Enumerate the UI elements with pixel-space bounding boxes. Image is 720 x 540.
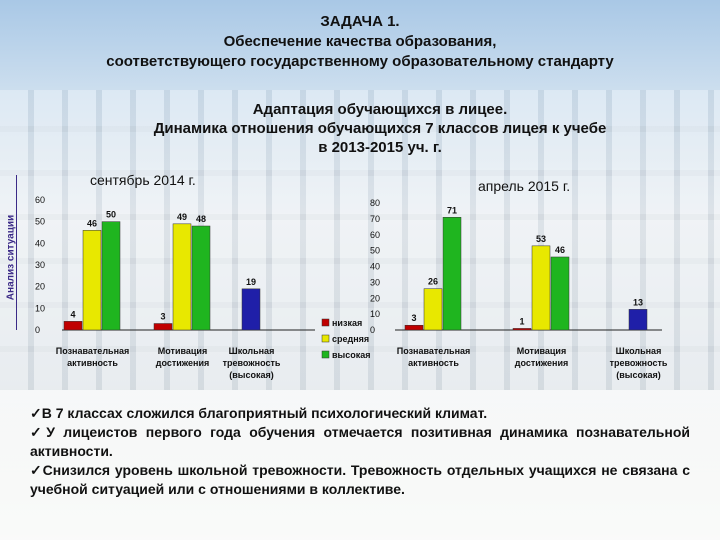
x-category-label: достижения: [515, 358, 569, 368]
bar-data-label: 3: [160, 312, 165, 322]
bar-data-label: 50: [106, 210, 116, 220]
legend-label: высокая: [332, 350, 370, 360]
subtitle-line-3: в 2013-2015 уч. г.: [318, 139, 442, 156]
y-tick-label: 10: [370, 309, 380, 319]
bar-высокая: [550, 256, 570, 331]
x-category-label: активность: [67, 358, 118, 368]
y-tick-label: 20: [35, 282, 45, 292]
bar-data-label: 46: [555, 245, 565, 255]
page-subtitle: Адаптация обучающихся в лицее. Динамика …: [60, 100, 700, 157]
bar-низкая: [404, 324, 424, 331]
x-category-label: достижения: [156, 358, 210, 368]
title-line-3: соответствующего государственному образо…: [106, 53, 614, 70]
y-tick-label: 40: [35, 238, 45, 248]
bar-низкая: [153, 323, 173, 331]
bar-data-label: 1: [519, 316, 524, 326]
conclusion-1: ✓В 7 классах сложился благоприятный псих…: [30, 405, 488, 421]
x-category-label: (высокая): [616, 370, 660, 380]
bar-data-label: 26: [428, 277, 438, 287]
y-tick-label: 70: [370, 214, 380, 224]
conclusion-3: ✓Снизился уровень школьной тревожности. …: [30, 462, 690, 497]
x-category-label: Школьная: [616, 346, 662, 356]
bar-средняя: [172, 223, 192, 331]
subtitle-line-2: Динамика отношения обучающихся 7 классов…: [153, 120, 607, 137]
legend-label: средняя: [332, 334, 369, 344]
x-category-label: Мотивация: [158, 346, 207, 356]
y-tick-label: 40: [370, 262, 380, 272]
y-tick-label: 0: [35, 325, 40, 335]
y-tick-label: 30: [35, 260, 45, 270]
bar-низкая: [63, 321, 83, 331]
bar-data-label: 13: [633, 297, 643, 307]
bar-средняя: [82, 230, 102, 331]
conclusion-2: ✓У лицеистов первого года обучения отмеч…: [30, 424, 690, 459]
bar-value: [241, 288, 261, 331]
bar-высокая: [101, 221, 121, 331]
x-category-label: Познавательная: [397, 346, 471, 356]
legend-swatch: [321, 350, 330, 359]
bar-средняя: [423, 288, 443, 331]
bar-data-label: 49: [177, 212, 187, 222]
bar-data-label: 4: [70, 309, 75, 319]
y-tick-label: 50: [370, 246, 380, 256]
subtitle-line-1: Адаптация обучающихся в лицее.: [252, 101, 508, 118]
x-category-label: тревожность: [223, 358, 281, 368]
title-line-1: ЗАДАЧА 1.: [320, 13, 400, 30]
bar-низкая: [512, 328, 532, 331]
x-category-label: Школьная: [229, 346, 275, 356]
chart-right-title: апрель 2015 г.: [478, 178, 571, 194]
bar-data-label: 3: [411, 313, 416, 323]
bar-высокая: [191, 225, 211, 331]
chart-left-title: сентябрь 2014 г.: [90, 172, 196, 188]
bar-data-label: 53: [536, 234, 546, 244]
charts-area: 010203040506044650Познавательнаяактивнос…: [35, 195, 668, 380]
legend-swatch: [321, 318, 330, 327]
bar-высокая: [442, 217, 462, 331]
y-tick-label: 60: [35, 195, 45, 205]
x-category-label: активность: [408, 358, 459, 368]
y-tick-label: 20: [370, 293, 380, 303]
bar-data-label: 71: [447, 205, 457, 215]
bar-data-label: 19: [246, 277, 256, 287]
bar-data-label: 46: [87, 218, 97, 228]
y-tick-label: 10: [35, 303, 45, 313]
y-tick-label: 30: [370, 277, 380, 287]
page-title: ЗАДАЧА 1. Обеспечение качества образован…: [0, 12, 720, 72]
y-tick-label: 60: [370, 230, 380, 240]
bar-data-label: 48: [196, 214, 206, 224]
x-category-label: Познавательная: [56, 346, 130, 356]
conclusions: ✓В 7 классах сложился благоприятный псих…: [30, 404, 690, 499]
y-tick-label: 80: [370, 198, 380, 208]
y-tick-label: 50: [35, 217, 45, 227]
title-line-2: Обеспечение качества образования,: [223, 33, 497, 50]
bar-средняя: [531, 245, 551, 331]
side-divider: [16, 175, 17, 330]
x-category-label: Мотивация: [517, 346, 566, 356]
x-category-label: тревожность: [610, 358, 668, 368]
legend-swatch: [321, 334, 330, 343]
bar-value: [628, 309, 648, 331]
x-category-label: (высокая): [229, 370, 273, 380]
legend-label: низкая: [332, 318, 362, 328]
y-tick-label: 0: [370, 325, 375, 335]
